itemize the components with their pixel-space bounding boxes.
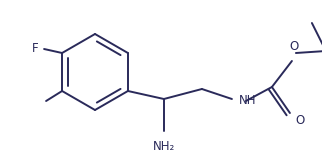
Text: NH: NH bbox=[239, 94, 256, 108]
Text: O: O bbox=[295, 115, 304, 128]
Text: O: O bbox=[289, 40, 298, 53]
Text: NH₂: NH₂ bbox=[153, 140, 175, 153]
Text: F: F bbox=[32, 43, 38, 55]
